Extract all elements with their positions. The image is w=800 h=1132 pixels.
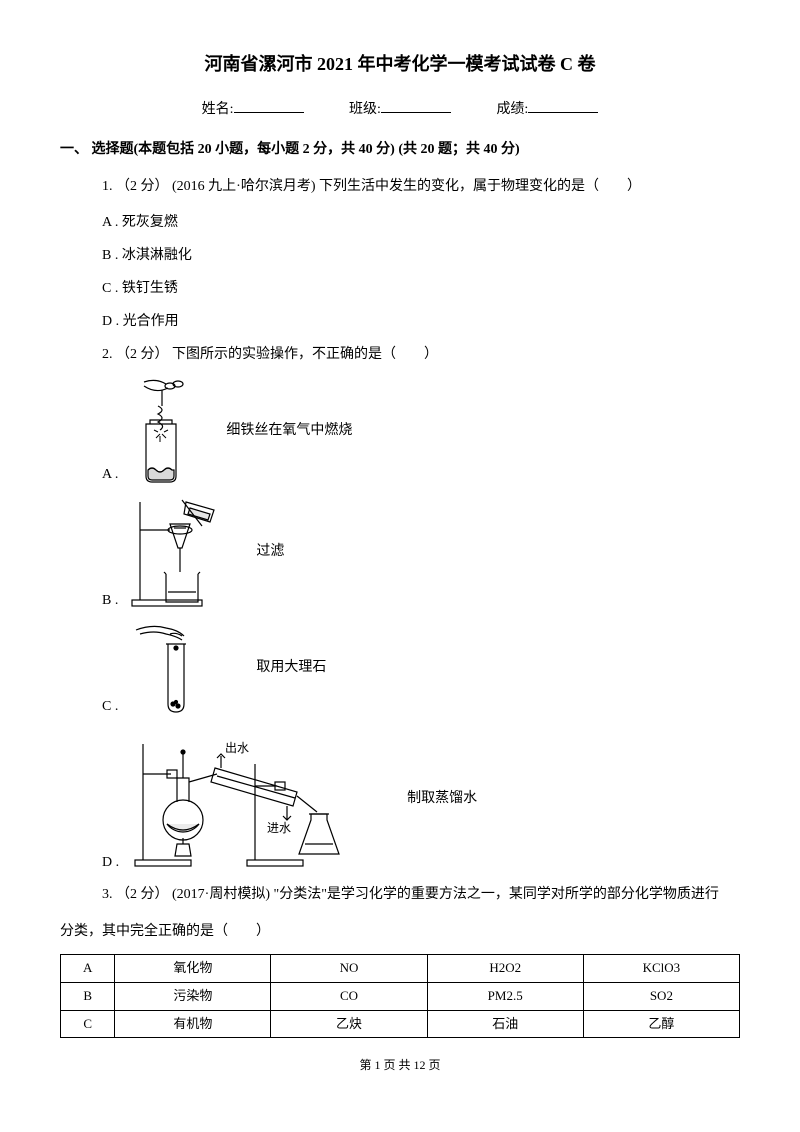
q1-opt-a: A . 死灰复燃 <box>102 208 740 239</box>
section-header: 一、 选择题(本题包括 20 小题，每小题 2 分，共 40 分) (共 20 … <box>60 139 740 161</box>
page-footer: 第 1 页 共 12 页 <box>60 1056 740 1075</box>
q2-b-letter: B . <box>102 590 118 612</box>
cell: PM2.5 <box>427 982 583 1010</box>
cell: B <box>61 982 115 1010</box>
class-label: 班级: <box>349 102 381 117</box>
q2-opt-b: B . <box>102 492 740 612</box>
cell: CO <box>271 982 427 1010</box>
q3-table: A 氧化物 NO H2O2 KClO3 B 污染物 CO PM2.5 SO2 C… <box>60 954 740 1038</box>
cell: 氧化物 <box>115 954 271 982</box>
q1-opt-c: C . 铁钉生锈 <box>102 274 740 305</box>
score-label: 成绩: <box>496 102 528 117</box>
q2-b-figure <box>126 492 236 612</box>
q2-stem: 2. （2 分） 下图所示的实验操作，不正确的是（ ） <box>102 340 740 371</box>
cell: 石油 <box>427 1010 583 1038</box>
cell: C <box>61 1010 115 1038</box>
cell: A <box>61 954 115 982</box>
q2-d-caption: 制取蒸馏水 <box>407 788 477 810</box>
table-row: A 氧化物 NO H2O2 KClO3 <box>61 954 740 982</box>
q2-d-letter: D . <box>102 852 119 874</box>
cell: NO <box>271 954 427 982</box>
q2-c-caption: 取用大理石 <box>256 657 326 679</box>
class-blank <box>381 99 451 113</box>
q2-opt-c: C . 取用大理石 <box>102 618 740 718</box>
cell: 乙炔 <box>271 1010 427 1038</box>
cell: KClO3 <box>583 954 739 982</box>
q1-stem: 1. （2 分） (2016 九上·哈尔滨月考) 下列生活中发生的变化，属于物理… <box>102 172 740 203</box>
info-line: 姓名: 班级: 成绩: <box>60 99 740 121</box>
name-label: 姓名: <box>202 102 234 117</box>
q1-opt-d: D . 光合作用 <box>102 307 740 338</box>
q2-c-letter: C . <box>102 696 118 718</box>
q1-opt-b: B . 冰淇淋融化 <box>102 241 740 272</box>
cell: 污染物 <box>115 982 271 1010</box>
q2-d-in-text: 进水 <box>267 821 291 835</box>
q2-a-letter: A . <box>102 464 118 486</box>
q2-d-out-text: 出水 <box>225 741 249 755</box>
q3-stem2: 分类，其中完全正确的是（ ） <box>60 917 740 948</box>
q2-opt-d: D . <box>102 724 740 874</box>
q2-d-figure: 出水 进水 <box>127 724 387 874</box>
q2-c-figure <box>126 618 236 718</box>
q2-a-caption: 细铁丝在氧气中燃烧 <box>226 420 352 442</box>
cell: 有机物 <box>115 1010 271 1038</box>
q2-b-caption: 过滤 <box>256 541 284 563</box>
table-row: B 污染物 CO PM2.5 SO2 <box>61 982 740 1010</box>
table-row: C 有机物 乙炔 石油 乙醇 <box>61 1010 740 1038</box>
q2-opt-a: A . <box>102 376 740 486</box>
name-blank <box>234 99 304 113</box>
q2-a-figure <box>126 376 206 486</box>
cell: 乙醇 <box>583 1010 739 1038</box>
page-title: 河南省漯河市 2021 年中考化学一模考试试卷 C 卷 <box>60 50 740 79</box>
q3-stem: 3. （2 分） (2017·周村模拟) "分类法"是学习化学的重要方法之一，某… <box>102 880 740 911</box>
cell: SO2 <box>583 982 739 1010</box>
score-blank <box>528 99 598 113</box>
cell: H2O2 <box>427 954 583 982</box>
